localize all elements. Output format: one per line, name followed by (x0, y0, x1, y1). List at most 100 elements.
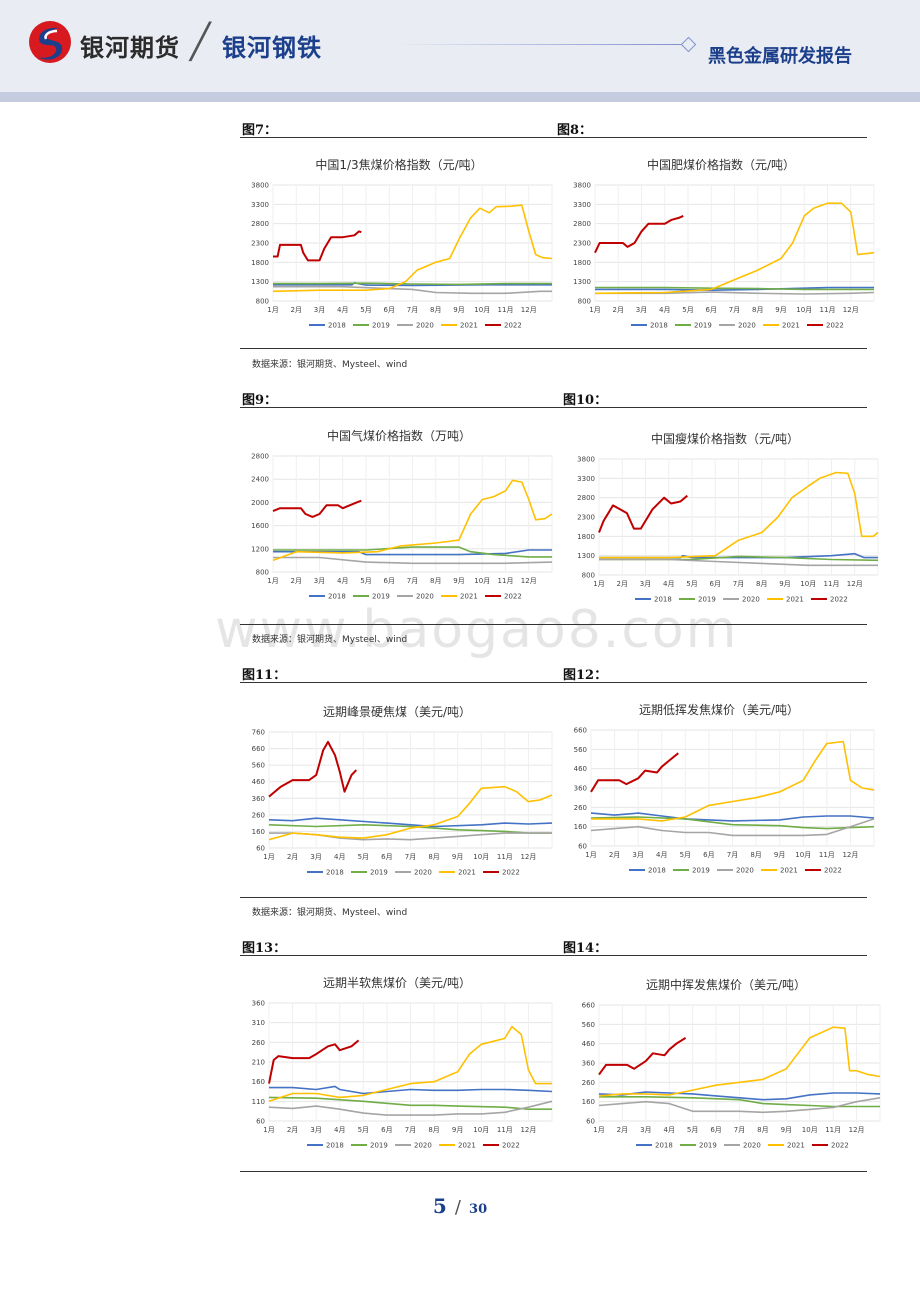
series-line-2022 (598, 1037, 687, 1076)
legend-label: 2022 (826, 322, 844, 330)
x-tick-label: 12月 (842, 851, 858, 859)
x-tick-label: 2月 (291, 577, 302, 585)
x-tick-label: 10月 (796, 306, 812, 314)
series-line-2021 (591, 740, 875, 822)
x-tick-label: 12月 (521, 306, 537, 314)
y-tick-label: 460 (574, 765, 587, 773)
x-tick-label: 4月 (334, 1126, 345, 1134)
chart-title: 远期峰景硬焦煤（美元/吨） (322, 705, 472, 719)
x-tick-label: 12月 (520, 853, 536, 861)
chart-fig14: 远期中挥发焦煤价（美元/吨） 60 160 260 360 460 560 660 1月 2月 3月… (566, 970, 886, 1160)
legend-label: 2019 (370, 1142, 388, 1150)
y-tick-label: 660 (582, 1002, 595, 1010)
section-rule (240, 897, 867, 898)
legend-label: 2020 (743, 1142, 761, 1150)
x-tick-label: 7月 (727, 851, 738, 859)
x-tick-label: 2月 (613, 306, 624, 314)
x-tick-label: 4月 (663, 580, 674, 588)
report-header: 银河期货 ╱ 银河钢铁 黑色金属研发报告 (0, 0, 920, 92)
chart-fig10: 中国瘦煤价格指数（元/吨） 800 1300 1800 2300 2800 3300 3800… (566, 424, 884, 614)
chart-svg: 60 160 260 360 460 560 660 1月 2月 3月 4月 5月 6月 7月 8月 9月 10… (574, 727, 875, 875)
x-tick-label: 8月 (752, 306, 763, 314)
y-tick-label: 3300 (251, 201, 269, 209)
brand-divider: ╱ (190, 22, 211, 62)
page-current: 5 (432, 1194, 447, 1218)
legend-label: 2019 (699, 1142, 717, 1150)
legend-label: 2018 (648, 867, 666, 875)
legend-label: 2020 (416, 593, 434, 601)
x-tick-label: 10月 (795, 851, 811, 859)
series-line-2018 (268, 817, 553, 828)
y-tick-label: 1600 (251, 522, 269, 530)
x-tick-label: 6月 (710, 580, 721, 588)
y-tick-label: 2800 (573, 220, 591, 228)
chart-title: 中国1/3焦煤价格指数（元/吨） (315, 158, 483, 172)
series-line-2019 (599, 1096, 880, 1108)
x-tick-label: 11月 (497, 853, 513, 861)
legend-label: 2019 (372, 322, 390, 330)
x-tick-label: 4月 (337, 577, 348, 585)
legend-label: 2021 (780, 867, 798, 875)
x-tick-label: 1月 (263, 1126, 274, 1134)
series-line-2019 (273, 282, 552, 286)
x-tick-label: 11月 (498, 577, 514, 585)
series-line-2020 (598, 1097, 881, 1114)
series-line-2022 (590, 752, 679, 793)
x-tick-label: 3月 (310, 853, 321, 861)
x-tick-label: 5月 (682, 306, 693, 314)
x-tick-label: 8月 (430, 306, 441, 314)
data-source-note: 数据来源：银河期货、Mysteel、wind (252, 908, 408, 918)
x-tick-label: 11月 (820, 306, 836, 314)
series-line-2022 (268, 1039, 360, 1084)
y-tick-label: 2300 (577, 514, 595, 522)
x-tick-label: 3月 (632, 851, 643, 859)
y-tick-label: 3300 (573, 201, 591, 209)
y-tick-label: 460 (582, 1040, 595, 1048)
figure-label-8: 图8： (557, 123, 593, 138)
series-line-2020 (590, 818, 875, 837)
series-line-2022 (598, 494, 688, 533)
x-tick-label: 12月 (843, 306, 859, 314)
y-tick-label: 2300 (573, 240, 591, 248)
x-tick-label: 6月 (381, 1126, 392, 1134)
series-line-2019 (590, 816, 875, 830)
chart-title: 远期半软焦煤价（美元/吨） (322, 976, 472, 990)
y-tick-label: 160 (582, 1098, 595, 1106)
chart-fig11: 远期峰景硬焦煤（美元/吨） 60 160 260 360 460 560 660 760 1月 2月… (236, 697, 558, 887)
series-line-2021 (594, 202, 875, 295)
chart-title: 中国瘦煤价格指数（元/吨） (650, 432, 800, 446)
legend-label: 2021 (458, 1142, 476, 1150)
series-line-2019 (268, 824, 552, 834)
page-total: 30 (469, 1202, 488, 1217)
chart-svg: 800 1300 1800 2300 2800 3300 3800 1月 2月 3月 4月 5月 6月 7… (573, 182, 875, 330)
legend-label: 2022 (502, 869, 520, 877)
y-tick-label: 60 (256, 845, 265, 853)
diamond-icon (680, 36, 697, 53)
x-tick-label: 1月 (267, 577, 278, 585)
y-tick-label: 60 (578, 843, 587, 851)
x-tick-label: 9月 (453, 306, 464, 314)
chart-svg: 800 1300 1800 2300 2800 3300 3800 1月 2月 3月 4月 5月 6月 7… (251, 182, 553, 330)
x-tick-label: 8月 (430, 577, 441, 585)
y-tick-label: 60 (586, 1118, 595, 1126)
y-tick-label: 2800 (577, 494, 595, 502)
legend-label: 2020 (736, 867, 754, 875)
y-tick-label: 360 (252, 1000, 265, 1008)
y-tick-label: 660 (574, 727, 587, 735)
chart-title: 中国气煤价格指数（万吨） (326, 429, 471, 443)
y-tick-label: 210 (252, 1059, 265, 1067)
section-rule (240, 348, 867, 349)
x-tick-label: 5月 (358, 1126, 369, 1134)
page-separator: / (454, 1197, 461, 1218)
series-line-2022 (273, 230, 362, 262)
legend-label: 2022 (504, 593, 522, 601)
y-tick-label: 2000 (251, 499, 269, 507)
chart-svg: 800 1200 1600 2000 2400 2800 1月 2月 3月 4月 5月 6月 7月 8月 9… (251, 453, 553, 601)
legend-label: 2018 (326, 869, 344, 877)
y-tick-label: 3800 (251, 182, 269, 190)
x-tick-label: 9月 (452, 1126, 463, 1134)
series-line-2020 (273, 556, 553, 565)
chart-svg: 60 110 160 210 260 310 360 1月 2月 3月 4月 5月 6月 7月 8月 9月 10… (252, 1000, 553, 1150)
legend-label: 2018 (328, 593, 346, 601)
x-tick-label: 6月 (384, 577, 395, 585)
